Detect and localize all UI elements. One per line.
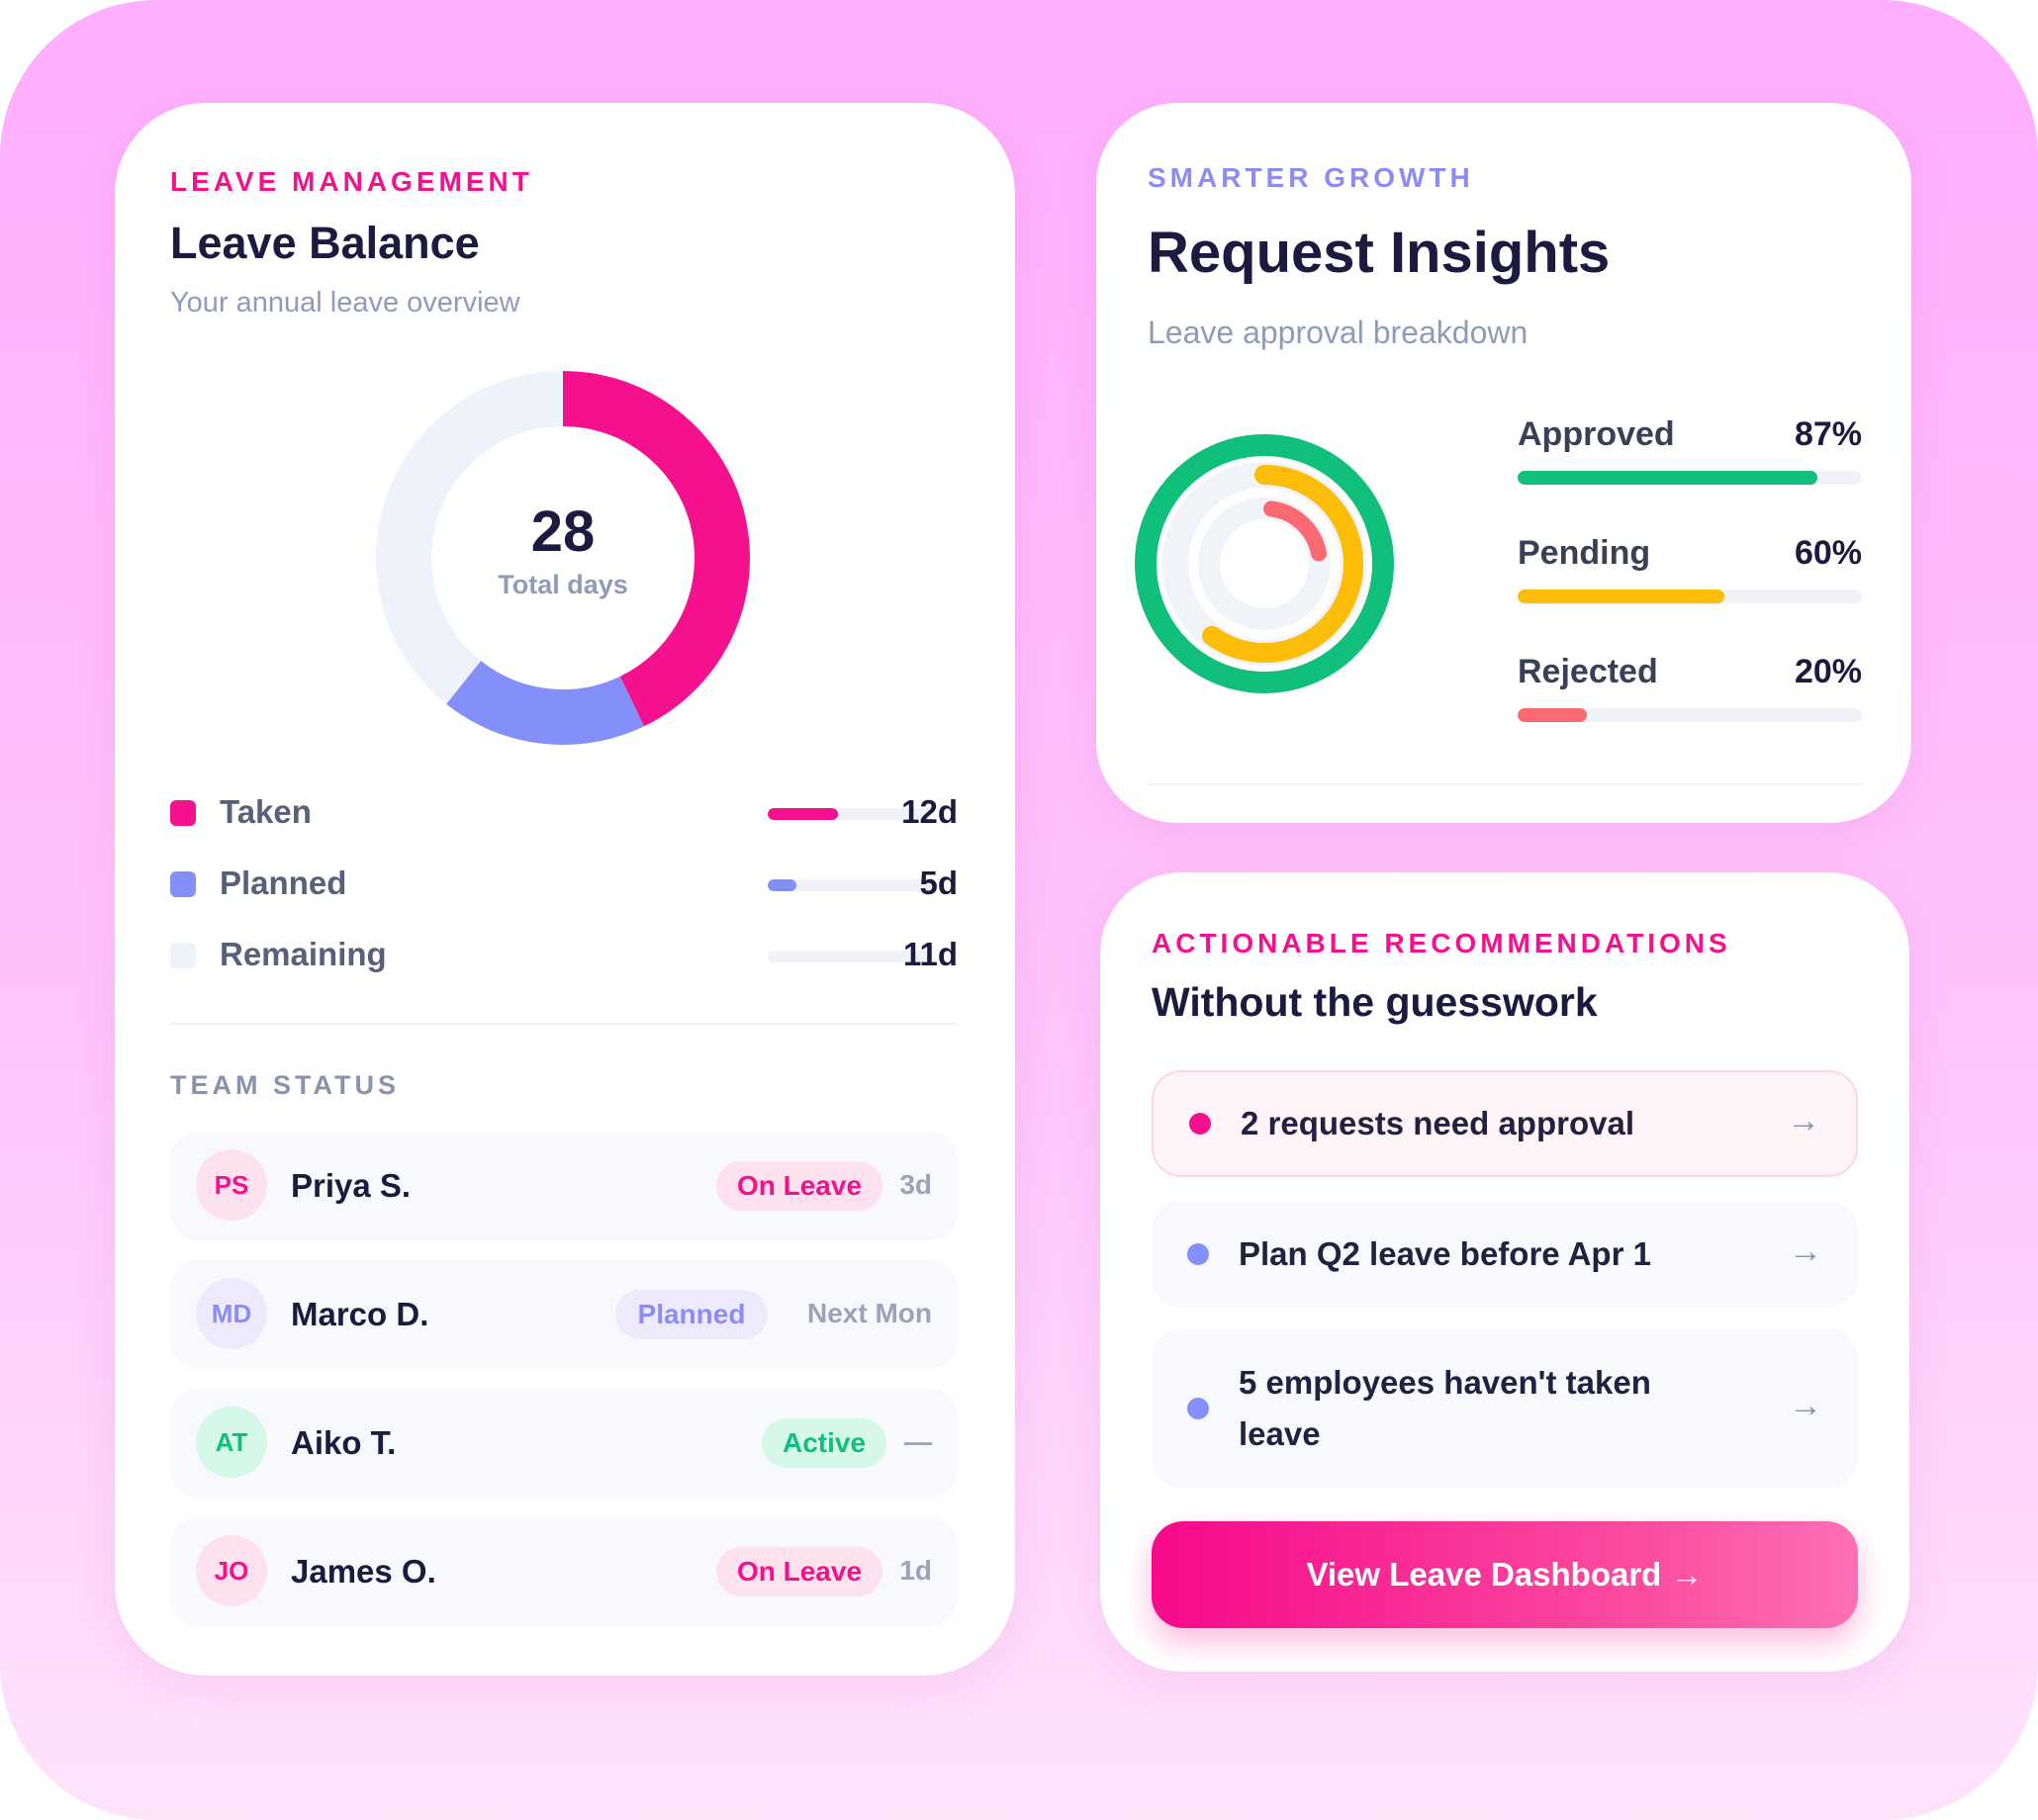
view-leave-dashboard-button[interactable]: View Leave Dashboard → bbox=[1152, 1521, 1858, 1628]
status-dot bbox=[1189, 1113, 1211, 1135]
member-leave-duration: 3d bbox=[899, 1169, 932, 1200]
status-badge: Active bbox=[762, 1418, 886, 1468]
arrow-right-icon[interactable]: → bbox=[1787, 1102, 1820, 1139]
member-name: Priya S. bbox=[291, 1167, 412, 1204]
legend-value: 12d bbox=[901, 793, 958, 830]
insights-divider bbox=[1148, 783, 1862, 785]
leave-balance-card: LEAVE MANAGEMENT Leave Balance Your annu… bbox=[115, 103, 1015, 1676]
ring-rejected bbox=[1263, 500, 1328, 562]
legend-bar-track bbox=[768, 808, 932, 820]
member-leave-duration: Next Mon bbox=[807, 1298, 932, 1328]
legend-bar-fill bbox=[768, 879, 797, 891]
donut-segment-remaining bbox=[376, 371, 564, 704]
legend-value: 11d bbox=[902, 936, 958, 972]
metric-value: 87% bbox=[1794, 415, 1862, 453]
donut-total-value: 28 bbox=[530, 500, 596, 564]
status-badge: Planned bbox=[615, 1290, 768, 1339]
metric-bar-track bbox=[1518, 708, 1862, 722]
insights-ring-chart bbox=[1135, 434, 1394, 693]
legend-swatch-taken bbox=[170, 800, 196, 826]
legend-bar-track bbox=[768, 879, 932, 891]
ring-approved bbox=[1135, 434, 1394, 693]
avatar: PS bbox=[196, 1149, 267, 1221]
legend-swatch-planned bbox=[170, 871, 196, 897]
status-dot bbox=[1187, 1398, 1209, 1419]
insights-title: Request Insights bbox=[1148, 221, 1611, 285]
recommendation-text: 2 requests need approval bbox=[1241, 1105, 1634, 1141]
leave-eyebrow: LEAVE MANAGEMENT bbox=[170, 166, 533, 197]
metric-pending: Pending 60% bbox=[1518, 534, 1862, 613]
member-leave-duration: 1d bbox=[899, 1555, 932, 1586]
avatar: JO bbox=[196, 1535, 267, 1606]
metric-label: Pending bbox=[1518, 534, 1651, 572]
ring-pending bbox=[1202, 465, 1363, 663]
metric-label: Rejected bbox=[1518, 653, 1658, 690]
legend-bar-fill bbox=[768, 808, 838, 820]
status-dot bbox=[1187, 1243, 1209, 1265]
donut-segment-taken bbox=[562, 371, 750, 727]
legend-label: Taken bbox=[220, 793, 312, 830]
donut-total-label: Total days bbox=[498, 570, 628, 599]
team-status-heading: TEAM STATUS bbox=[170, 1070, 400, 1100]
recommendations-title: Without the guesswork bbox=[1152, 979, 1598, 1025]
recommendations-eyebrow: ACTIONABLE RECOMMENDATIONS bbox=[1152, 928, 1731, 958]
member-leave-duration: — bbox=[904, 1426, 932, 1457]
status-badge: On Leave bbox=[716, 1547, 882, 1596]
insights-subtitle: Leave approval breakdown bbox=[1148, 315, 1528, 350]
arrow-right-icon[interactable]: → bbox=[1789, 1387, 1822, 1424]
legend-bar-track bbox=[768, 951, 932, 962]
metric-value: 20% bbox=[1794, 653, 1862, 690]
team-row[interactable]: JO James O. On Leave 1d bbox=[170, 1517, 958, 1626]
member-name: James O. bbox=[291, 1553, 436, 1590]
leave-divider bbox=[170, 1023, 958, 1025]
legend-label: Remaining bbox=[220, 936, 387, 972]
team-row[interactable]: AT Aiko T. Active — bbox=[170, 1389, 958, 1498]
leave-title: Leave Balance bbox=[170, 218, 480, 268]
legend-row-planned: Planned 5d bbox=[170, 863, 958, 902]
leave-donut-chart bbox=[376, 371, 750, 745]
avatar: AT bbox=[196, 1407, 267, 1478]
metric-bar-fill bbox=[1518, 590, 1724, 603]
recommendation-text: 5 employees haven't taken leave bbox=[1239, 1364, 1651, 1452]
recommendations-card: ACTIONABLE RECOMMENDATIONS Without the g… bbox=[1100, 872, 1909, 1672]
team-row[interactable]: PS Priya S. On Leave 3d bbox=[170, 1132, 958, 1240]
legend-row-taken: Taken 12d bbox=[170, 791, 958, 831]
avatar: MD bbox=[196, 1278, 267, 1349]
arrow-right-icon[interactable]: → bbox=[1789, 1232, 1822, 1270]
recommendation-text: Plan Q2 leave before Apr 1 bbox=[1239, 1235, 1651, 1272]
metric-value: 60% bbox=[1794, 534, 1862, 572]
insights-eyebrow: SMARTER GROWTH bbox=[1148, 162, 1474, 193]
recommendation-item[interactable]: Plan Q2 leave before Apr 1 → bbox=[1152, 1201, 1858, 1308]
leave-subtitle: Your annual leave overview bbox=[170, 287, 520, 318]
legend-value: 5d bbox=[919, 864, 958, 901]
status-badge: On Leave bbox=[716, 1161, 882, 1211]
member-name: Marco D. bbox=[291, 1296, 429, 1332]
donut-segment-planned bbox=[446, 660, 644, 745]
legend-label: Planned bbox=[220, 864, 347, 901]
member-name: Aiko T. bbox=[291, 1424, 397, 1461]
legend-row-remaining: Remaining 11d bbox=[170, 934, 958, 973]
legend-swatch-remaining bbox=[170, 943, 196, 968]
recommendation-item[interactable]: 2 requests need approval → bbox=[1152, 1070, 1858, 1177]
request-insights-card: SMARTER GROWTH Request Insights Leave ap… bbox=[1096, 103, 1911, 823]
metric-bar-fill bbox=[1518, 471, 1817, 485]
metric-bar-track bbox=[1518, 590, 1862, 603]
metric-rejected: Rejected 20% bbox=[1518, 653, 1862, 732]
recommendation-item[interactable]: 5 employees haven't taken leave → bbox=[1152, 1329, 1858, 1488]
metric-bar-track bbox=[1518, 471, 1862, 485]
metric-label: Approved bbox=[1518, 415, 1675, 453]
team-row[interactable]: MD Marco D. Planned Next Mon bbox=[170, 1260, 958, 1369]
metric-approved: Approved 87% bbox=[1518, 415, 1862, 495]
metric-bar-fill bbox=[1518, 708, 1587, 722]
